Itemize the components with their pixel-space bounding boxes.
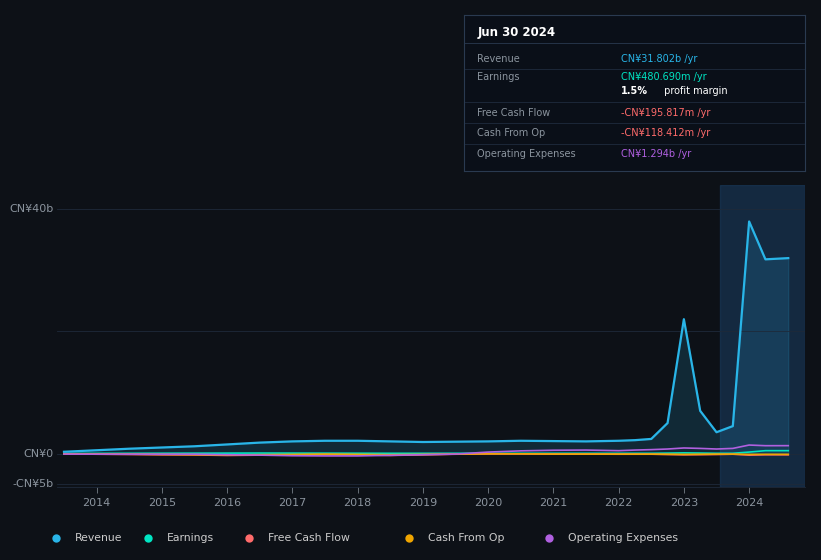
Text: -CN¥5b: -CN¥5b xyxy=(12,479,53,489)
Text: Earnings: Earnings xyxy=(167,533,213,543)
Text: Revenue: Revenue xyxy=(478,54,521,64)
Text: Operating Expenses: Operating Expenses xyxy=(568,533,678,543)
Text: -CN¥195.817m /yr: -CN¥195.817m /yr xyxy=(621,108,710,118)
Text: Cash From Op: Cash From Op xyxy=(478,128,546,138)
Text: CN¥31.802b /yr: CN¥31.802b /yr xyxy=(621,54,697,64)
Text: Cash From Op: Cash From Op xyxy=(428,533,504,543)
Text: CN¥40b: CN¥40b xyxy=(10,204,53,214)
Text: Free Cash Flow: Free Cash Flow xyxy=(268,533,350,543)
Text: Revenue: Revenue xyxy=(75,533,122,543)
Bar xyxy=(720,185,805,487)
Text: Earnings: Earnings xyxy=(478,72,520,82)
Text: Operating Expenses: Operating Expenses xyxy=(478,148,576,158)
Text: Free Cash Flow: Free Cash Flow xyxy=(478,108,551,118)
Text: CN¥480.690m /yr: CN¥480.690m /yr xyxy=(621,72,706,82)
Text: CN¥1.294b /yr: CN¥1.294b /yr xyxy=(621,148,690,158)
Text: -CN¥118.412m /yr: -CN¥118.412m /yr xyxy=(621,128,710,138)
Text: 1.5%: 1.5% xyxy=(621,86,648,96)
Text: Jun 30 2024: Jun 30 2024 xyxy=(478,26,556,39)
Text: CN¥0: CN¥0 xyxy=(24,449,53,459)
Text: profit margin: profit margin xyxy=(662,86,728,96)
